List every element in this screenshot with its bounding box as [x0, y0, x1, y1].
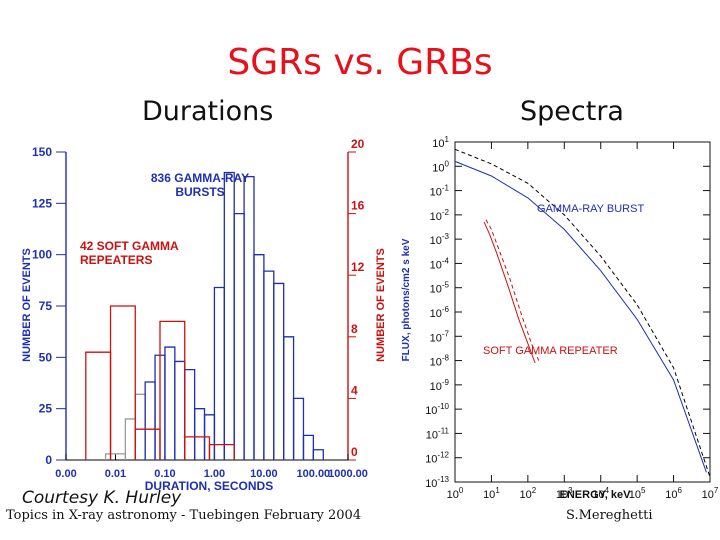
histogram-bar [263, 270, 275, 460]
histogram-bar [184, 436, 211, 460]
histogram-bar [109, 305, 136, 460]
bottom-tick-label: 0.10 [154, 468, 175, 480]
histogram-bar [283, 336, 295, 460]
grb-spectrum-line [454, 148, 711, 478]
bottom-tick-label: 0.01 [105, 468, 126, 480]
spectra-lines [454, 148, 711, 478]
histogram-bar [233, 212, 245, 460]
right-tick-label: 16 [351, 199, 365, 213]
histogram-bar [312, 449, 324, 460]
courtesy-credit: Courtesy K. Hurley [22, 488, 182, 508]
histogram-bar [273, 282, 285, 460]
durations-ylabel-left: NUMBER OF EVENTS [21, 248, 33, 362]
x-tick-label: 106 [665, 486, 682, 501]
y-tick-label: 10-2 [430, 208, 450, 223]
histogram-bar [208, 443, 235, 460]
x-tick-label: 102 [520, 486, 537, 501]
y-tick-label: 10-5 [430, 281, 450, 296]
grb-spectrum-line [454, 160, 707, 473]
histogram-bar [292, 397, 305, 460]
durations-bars [85, 171, 324, 460]
x-tick-label: 103 [556, 486, 573, 501]
footer-right: S.Mereghetti [566, 508, 653, 523]
histogram-bar [184, 369, 196, 460]
y-tick-label: 10-7 [430, 329, 450, 344]
grb-annotation-line2: BURSTS [175, 185, 224, 199]
y-tick-label: 10-11 [426, 426, 450, 441]
x-tick-label: 107 [702, 486, 719, 501]
histogram-bar [253, 254, 265, 460]
histogram-bar [213, 286, 225, 460]
x-tick-label: 104 [592, 486, 609, 501]
durations-xlabel: DURATION, SECONDS [145, 479, 273, 493]
bottom-tick-label: 10.00 [250, 468, 278, 480]
bottom-tick-label: 1.00 [204, 468, 225, 480]
slide-title: SGRs vs. GRBs [227, 42, 493, 83]
bottom-tick-label: 0.00 [55, 468, 76, 480]
histogram-bar [144, 381, 156, 460]
histogram-bar [85, 351, 112, 460]
spectra-xlabel: ENERGY, keV [560, 489, 632, 501]
sgr-annotation-line1: 42 SOFT GAMMA [80, 239, 179, 253]
histogram-bar [302, 434, 315, 460]
y-tick-label: 10-13 [425, 475, 449, 490]
y-tick-label: 10-12 [425, 451, 449, 466]
right-tick-label: 4 [351, 383, 358, 397]
left-tick-label: 50 [39, 350, 53, 364]
histogram-bar [193, 408, 206, 460]
left-tick-label: 75 [39, 299, 53, 313]
spectra-subtitle: Spectra [520, 96, 624, 127]
spectra-ylabel: FLUX, photons/cm2 s keV [401, 238, 412, 361]
histogram-bar [134, 393, 146, 460]
x-tick-label: 100 [447, 486, 464, 501]
x-tick-label: 105 [629, 486, 646, 501]
y-tick-label: 10-10 [425, 402, 449, 417]
histogram-bar [174, 360, 186, 460]
durations-subtitle: Durations [142, 96, 274, 127]
y-tick-label: 10-4 [430, 256, 450, 271]
x-tick-label: 101 [483, 486, 500, 501]
histogram-bar [223, 171, 235, 460]
y-tick-label: 100 [432, 159, 449, 174]
right-tick-label: 0 [351, 445, 358, 459]
sgr-annotation-line2: REPEATERS [80, 253, 152, 267]
left-tick-label: 150 [32, 145, 52, 159]
durations-ticks: 0 25 50 75 100 125 150 0 4 8 12 16 20 0.00 0.01 0.10 1.0… [32, 137, 368, 480]
histogram-bar [243, 175, 255, 460]
spectra-ticks: 101 100 10-1 10-2 10-3 10-4 10-5 10-6 10-7 10-8 10… [425, 135, 719, 501]
bottom-tick-label: 1000.00 [328, 468, 368, 480]
y-tick-label: 10-3 [430, 232, 450, 247]
y-tick-label: 101 [432, 135, 449, 150]
spectra-chart: 101 100 10-1 10-2 10-3 10-4 10-5 10-6 10-7 10-8 10… [401, 135, 719, 501]
sgr-spectrum-line [483, 221, 536, 364]
footer-left: Topics in X-ray astronomy - Tuebingen Fe… [6, 508, 362, 523]
grb-spectrum-label: GAMMA-RAY BURST [537, 203, 644, 215]
left-tick-label: 25 [39, 402, 53, 416]
right-tick-label: 20 [351, 137, 365, 151]
right-tick-label: 8 [351, 322, 358, 336]
histogram-bar [124, 418, 136, 460]
durations-ylabel-right: NUMBER OF EVENTS [375, 248, 387, 362]
grb-annotation-line1: 836 GAMMA-RAY [151, 171, 249, 185]
spectra-plot-frame [454, 141, 711, 483]
sgr-spectrum-label: SOFT GAMMA REPEATER [483, 345, 618, 357]
y-tick-label: 10-8 [430, 354, 450, 369]
y-tick-label: 10-6 [430, 305, 450, 320]
left-tick-label: 125 [32, 196, 52, 210]
histogram-bar [159, 320, 186, 460]
y-tick-label: 10-9 [430, 378, 450, 393]
durations-chart: 0 25 50 75 100 125 150 0 4 8 12 16 20 0.00 0.01 0.10 1.0… [21, 137, 387, 493]
histogram-bar [134, 428, 161, 460]
left-tick-label: 100 [32, 248, 52, 262]
bottom-tick-label: 100.00 [297, 468, 331, 480]
right-tick-label: 12 [351, 260, 365, 274]
sgr-spectrum-line [485, 219, 540, 361]
histogram-bar [164, 346, 176, 460]
left-tick-label: 0 [45, 453, 52, 467]
spectra-frame [454, 141, 711, 483]
y-tick-label: 10-1 [430, 184, 450, 199]
